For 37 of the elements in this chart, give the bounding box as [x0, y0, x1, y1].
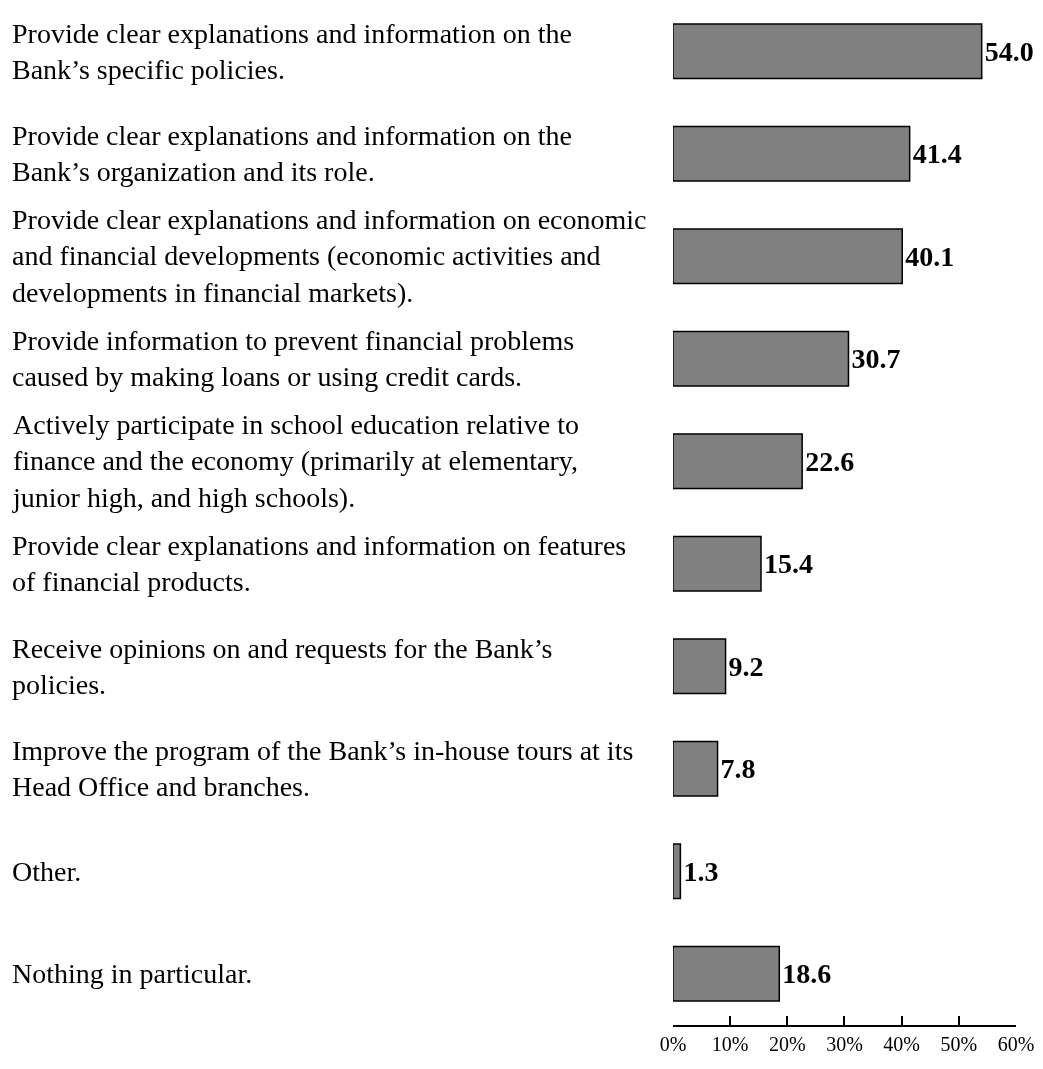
data-label: 22.6: [805, 445, 855, 477]
data-label: 41.4: [912, 138, 962, 170]
y-tick-label: Provide clear explanations and information on the Bank’s specific policies.: [12, 18, 572, 86]
data-label: 30.7: [851, 343, 901, 375]
bar: [672, 23, 983, 80]
data-label: 7.8: [720, 753, 756, 785]
bar: [672, 535, 762, 592]
y-tick-label: Improve the program of the Bank’s in-house tours at its Head Office and branches.: [12, 735, 634, 803]
y-tick-label: Provide clear explanations and information on features of financial products.: [12, 530, 627, 598]
data-label: 1.3: [683, 855, 719, 887]
bar: [672, 740, 719, 797]
y-tick-label: Actively participate in school education relative to finance and the economy (primarily at elementary, junior high, and high schools).: [12, 409, 580, 513]
y-tick-label: Nothing in particular.: [12, 958, 253, 989]
y-tick-label: Provide clear explanations and information on economic and financial developments (economic activities and developments in financial markets).: [12, 204, 647, 308]
y-tick-label: Provide information to prevent financial problems caused by making loans or using credit cards.: [12, 325, 575, 393]
bar: [672, 843, 682, 900]
bar: [672, 125, 911, 182]
y-tick-label: Provide clear explanations and information on the Bank’s organization and its role.: [12, 120, 572, 188]
data-label: 54.0: [984, 35, 1034, 67]
y-tick-label: Other.: [12, 856, 82, 887]
x-tick-label: 0%: [659, 1032, 687, 1055]
bar: [672, 330, 850, 387]
data-label: 9.2: [728, 650, 764, 682]
x-tick-label: 10%: [711, 1032, 749, 1055]
x-tick-label: 30%: [826, 1032, 863, 1055]
x-tick-label: 20%: [768, 1032, 806, 1055]
y-tick-label: Receive opinions on and requests for the Bank’s policies.: [12, 633, 553, 701]
data-label: 15.4: [764, 548, 813, 580]
bar: [672, 228, 903, 285]
x-tick-label: 40%: [883, 1032, 920, 1055]
bar: [672, 638, 727, 695]
data-label: 40.1: [905, 240, 955, 272]
bar: [672, 433, 803, 490]
x-tick-label: 50%: [940, 1032, 978, 1055]
x-tick-label: 60%: [997, 1032, 1035, 1055]
data-label: 18.6: [782, 958, 832, 990]
bar: [672, 945, 781, 1002]
